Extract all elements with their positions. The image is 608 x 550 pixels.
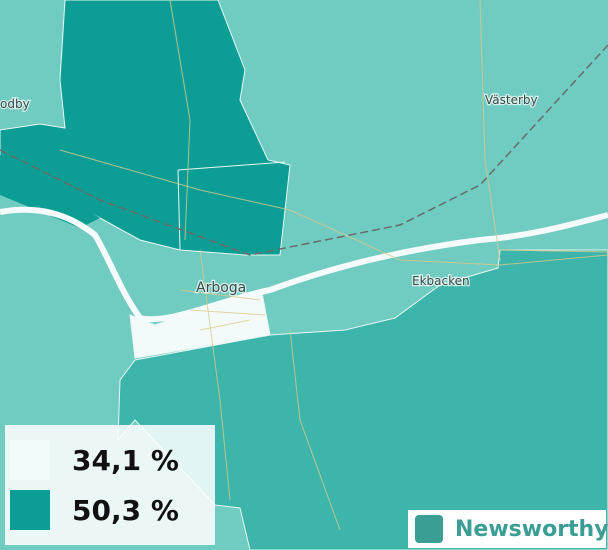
road <box>289 329 341 531</box>
legend: 34,1 % 50,3 % <box>5 425 215 545</box>
logo-text: Newsworthy <box>455 517 608 542</box>
place-label: odby <box>0 97 30 111</box>
legend-swatch <box>10 440 50 480</box>
road <box>179 289 266 331</box>
logo: Newsworthy <box>408 510 608 548</box>
road <box>59 149 608 266</box>
place-label: Arboga <box>196 280 246 296</box>
legend-label: 34,1 % <box>72 444 179 477</box>
region-dark-west <box>0 155 100 228</box>
legend-swatch <box>10 490 50 530</box>
road <box>499 249 608 253</box>
place-label: Västerby <box>485 93 538 107</box>
railway <box>0 44 608 256</box>
road <box>199 249 231 501</box>
road <box>169 0 191 241</box>
logo-icon <box>415 515 443 543</box>
legend-label: 50,3 % <box>72 494 179 527</box>
road <box>479 0 501 261</box>
border <box>177 161 286 171</box>
place-label: Ekbacken <box>412 274 470 288</box>
